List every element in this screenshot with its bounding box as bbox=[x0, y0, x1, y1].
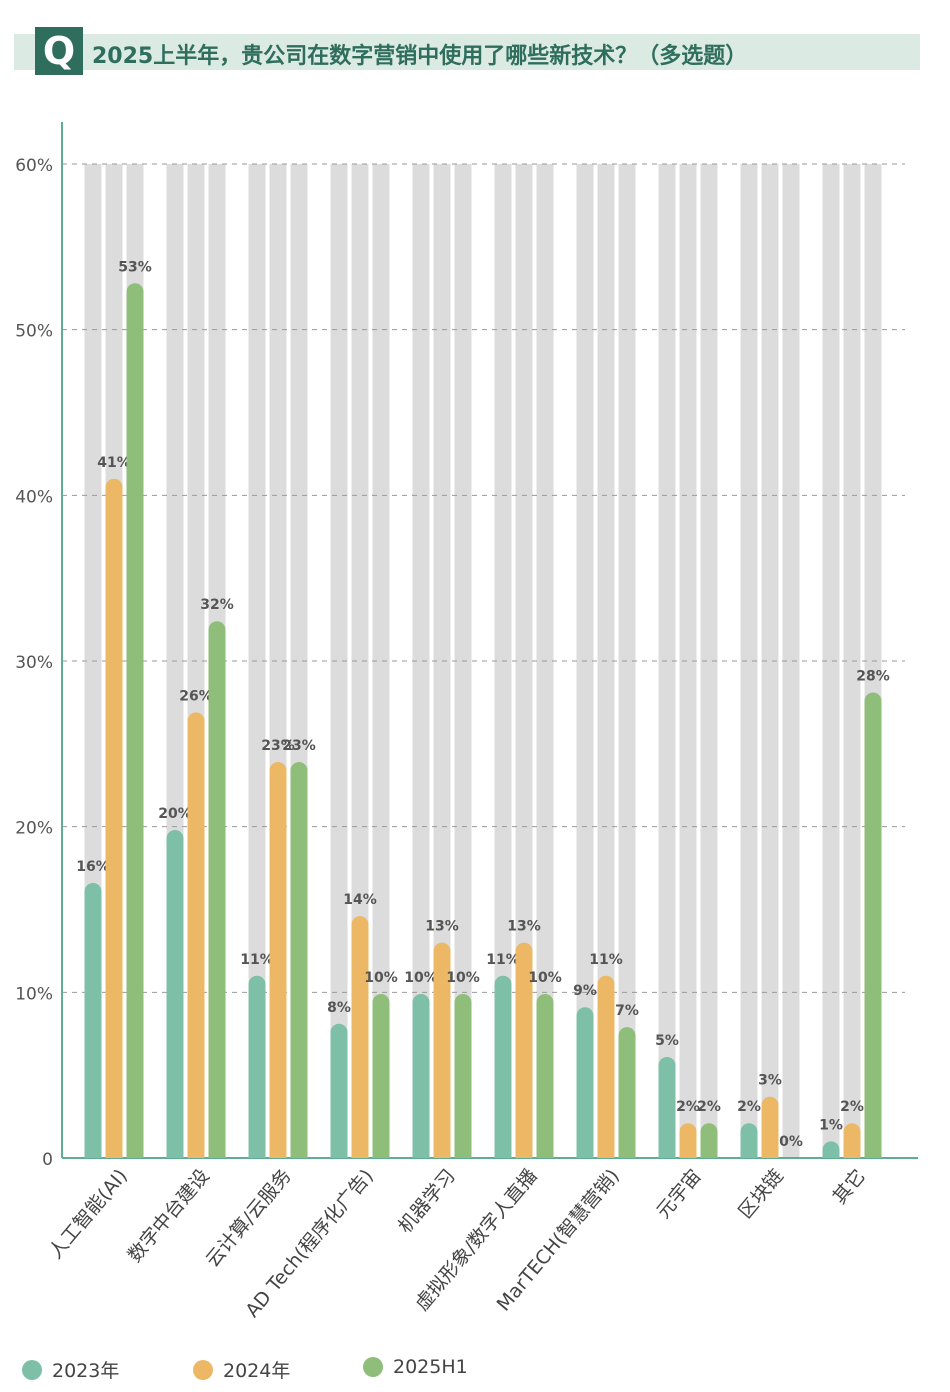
data-label: 11% bbox=[486, 952, 520, 968]
bar bbox=[843, 1123, 861, 1158]
x-tick-label: 其它 bbox=[829, 1165, 870, 1208]
legend-swatch-2024 bbox=[193, 1359, 213, 1380]
data-label: 2% bbox=[737, 1099, 761, 1115]
bar-track bbox=[700, 164, 718, 1158]
bar-track bbox=[412, 164, 430, 1158]
bar bbox=[269, 762, 287, 1158]
data-label: 16% bbox=[76, 859, 110, 875]
bar bbox=[208, 621, 226, 1158]
y-tick-label: 40% bbox=[15, 487, 53, 507]
data-label: 2% bbox=[697, 1099, 721, 1115]
bar bbox=[658, 1056, 676, 1158]
bar bbox=[618, 1027, 636, 1158]
data-label: 1% bbox=[819, 1117, 843, 1133]
bar bbox=[597, 975, 615, 1158]
data-label: 8% bbox=[327, 1000, 351, 1016]
bar bbox=[105, 478, 123, 1158]
bar bbox=[536, 994, 554, 1158]
y-tick-label: 0 bbox=[42, 1150, 53, 1170]
bar bbox=[864, 692, 882, 1158]
y-tick-label: 30% bbox=[15, 653, 53, 673]
bar bbox=[679, 1123, 697, 1158]
bar bbox=[822, 1141, 840, 1158]
data-label: 13% bbox=[507, 919, 541, 935]
data-label: 13% bbox=[425, 919, 459, 935]
bar-track bbox=[782, 164, 800, 1158]
bar bbox=[700, 1123, 718, 1158]
data-label: 2% bbox=[676, 1099, 700, 1115]
data-label: 2% bbox=[840, 1099, 864, 1115]
legend-label-2024: 2024年 bbox=[223, 1360, 291, 1382]
data-label: 11% bbox=[240, 952, 274, 968]
bar bbox=[494, 975, 512, 1158]
data-label: 23% bbox=[282, 738, 316, 754]
bar bbox=[248, 975, 266, 1158]
bar bbox=[412, 993, 430, 1158]
bar bbox=[433, 942, 451, 1158]
bar bbox=[330, 1023, 348, 1158]
data-label: 23% bbox=[261, 738, 295, 754]
data-label: 10% bbox=[404, 970, 438, 986]
data-label: 20% bbox=[158, 806, 192, 822]
data-label: 11% bbox=[589, 952, 623, 968]
legend-swatch-2025h1 bbox=[363, 1357, 383, 1377]
data-label: 10% bbox=[446, 970, 480, 986]
data-label: 10% bbox=[528, 970, 562, 986]
bar bbox=[126, 283, 144, 1158]
title-bar bbox=[14, 34, 920, 70]
data-label: 5% bbox=[655, 1033, 679, 1049]
bar bbox=[761, 1096, 779, 1158]
data-label: 10% bbox=[364, 970, 398, 986]
bar-track bbox=[372, 164, 390, 1158]
x-tick-label: 云计算/云服务 bbox=[202, 1165, 296, 1271]
y-tick-label: 10% bbox=[15, 984, 53, 1004]
x-tick-label: 数字中台建设 bbox=[124, 1165, 214, 1266]
data-label: 0% bbox=[779, 1134, 803, 1150]
bar bbox=[187, 712, 205, 1158]
bar-track bbox=[679, 164, 697, 1158]
chart-title: 2025上半年，贵公司在数字营销中使用了哪些新技术？（多选题） bbox=[92, 44, 748, 69]
data-label: 53% bbox=[118, 259, 152, 275]
data-label: 32% bbox=[200, 597, 234, 613]
bar-track bbox=[351, 164, 369, 1158]
bar-track bbox=[330, 164, 348, 1158]
legend-item-2024: 2024年 bbox=[193, 1356, 290, 1383]
x-tick-label: 元宇宙 bbox=[652, 1165, 706, 1223]
bar bbox=[372, 993, 390, 1158]
data-label: 3% bbox=[758, 1073, 782, 1089]
bar bbox=[454, 993, 472, 1158]
legend-swatch-2023 bbox=[22, 1359, 42, 1380]
bar-track bbox=[822, 164, 840, 1158]
bar bbox=[351, 916, 369, 1158]
bar-track bbox=[740, 164, 758, 1158]
bar bbox=[740, 1123, 758, 1158]
question-badge: Q bbox=[35, 27, 83, 75]
data-label: 7% bbox=[615, 1003, 639, 1019]
data-label: 28% bbox=[856, 668, 890, 684]
bar bbox=[576, 1007, 594, 1158]
bar bbox=[84, 882, 102, 1158]
x-tick-label: 区块链 bbox=[734, 1165, 788, 1223]
y-tick-label: 20% bbox=[15, 819, 53, 839]
bar bbox=[515, 942, 533, 1158]
legend-label-2025h1: 2025H1 bbox=[393, 1356, 468, 1378]
data-label: 41% bbox=[97, 455, 131, 471]
bar-track bbox=[761, 164, 779, 1158]
x-tick-label: 机器学习 bbox=[394, 1165, 460, 1237]
bar bbox=[290, 762, 308, 1158]
y-tick-label: 60% bbox=[15, 156, 53, 176]
y-tick-label: 50% bbox=[15, 322, 53, 342]
bar bbox=[166, 829, 184, 1158]
data-label: 9% bbox=[573, 983, 597, 999]
data-label: 26% bbox=[179, 688, 213, 704]
x-tick-label: 人工智能(AI) bbox=[45, 1165, 132, 1263]
legend-item-2023: 2023年 bbox=[22, 1356, 119, 1383]
legend-item-2025h1: 2025H1 bbox=[363, 1356, 468, 1378]
data-label: 14% bbox=[343, 892, 377, 908]
legend-label-2023: 2023年 bbox=[52, 1360, 120, 1382]
